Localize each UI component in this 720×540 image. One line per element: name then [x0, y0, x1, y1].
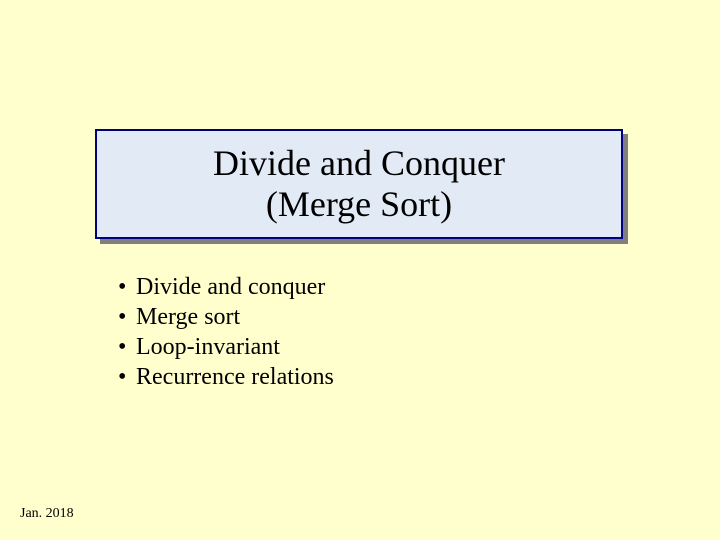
list-item: •Merge sort [118, 302, 334, 332]
bullet-list: •Divide and conquer •Merge sort •Loop-in… [118, 272, 334, 392]
title-line-1: Divide and Conquer [213, 143, 505, 184]
list-item: •Loop-invariant [118, 332, 334, 362]
title-box: Divide and Conquer (Merge Sort) [95, 129, 623, 239]
bullet-text: Recurrence relations [136, 364, 334, 390]
title-line-2: (Merge Sort) [266, 184, 452, 225]
bullet-icon: • [118, 332, 136, 362]
footer-date: Jan. 2018 [20, 506, 74, 522]
slide: Divide and Conquer (Merge Sort) •Divide … [0, 0, 720, 540]
bullet-icon: • [118, 302, 136, 332]
bullet-icon: • [118, 362, 136, 392]
bullet-text: Divide and conquer [136, 274, 325, 300]
bullet-text: Merge sort [136, 304, 240, 330]
list-item: •Recurrence relations [118, 362, 334, 392]
bullet-icon: • [118, 272, 136, 302]
bullet-text: Loop-invariant [136, 334, 280, 360]
list-item: •Divide and conquer [118, 272, 334, 302]
